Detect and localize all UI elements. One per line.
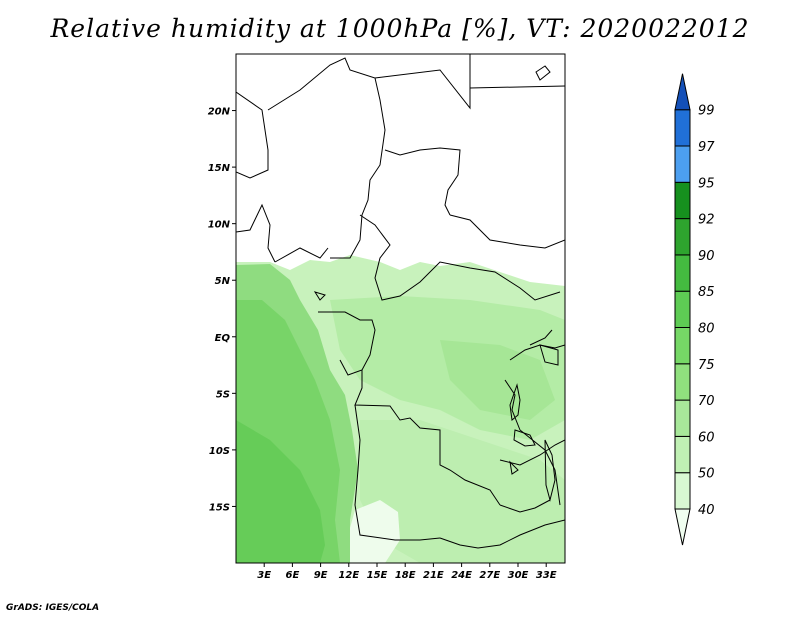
- lat-tick-label: 20N: [208, 107, 231, 118]
- humidity-field: [236, 54, 565, 563]
- colorbar: 40 50 60 70 75 80 85 90 92 95 97 99: [674, 73, 715, 546]
- footer-credit: GrADS: IGES/COLA: [6, 603, 100, 613]
- colorbar-label: 90: [698, 249, 715, 264]
- humidity-region-75-80: [440, 340, 555, 420]
- colorbar-label: 60: [698, 430, 715, 445]
- lon-tick-label: 9E: [314, 570, 328, 581]
- colorbar-segment: [674, 363, 691, 401]
- colorbar-label: 50: [698, 467, 715, 482]
- colorbar-segment: [674, 254, 691, 292]
- colorbar-label: 92: [698, 213, 715, 228]
- lat-tick-label: EQ: [215, 333, 231, 344]
- colorbar-segment: [674, 109, 691, 147]
- lat-tick-label: 15S: [209, 502, 230, 513]
- colorbar-label: 80: [698, 322, 715, 337]
- colorbar-label: 70: [698, 394, 715, 409]
- colorbar-label: 75: [698, 358, 715, 373]
- map-frame: [235, 53, 566, 564]
- lon-tick-label: 15E: [367, 570, 388, 581]
- lat-tick-label: 15N: [208, 163, 231, 174]
- dry-north-land: [236, 54, 565, 280]
- colorbar-label: 95: [698, 176, 715, 191]
- colorbar-segment: [674, 327, 691, 365]
- lon-tick-label: 3E: [257, 570, 271, 581]
- humidity-region-92-95: [236, 420, 325, 563]
- colorbar-lower-triangle: [674, 508, 691, 546]
- lon-tick-label: 18E: [395, 570, 416, 581]
- humidity-region-40-50: [348, 500, 400, 563]
- humidity-region-south: [360, 420, 565, 563]
- colorbar-segment: [674, 435, 691, 474]
- chart-title: Relative humidity at 1000hPa [%], VT: 20…: [50, 14, 750, 43]
- colorbar-label: 99: [698, 104, 715, 119]
- colorbar-segment: [674, 472, 691, 510]
- lon-tick-label: 12E: [338, 570, 359, 581]
- colorbar-label: 85: [698, 285, 715, 300]
- colorbar-upper-triangle: [674, 73, 691, 111]
- lon-tick-label: 27E: [479, 570, 500, 581]
- lat-tick-label: 5S: [216, 389, 230, 400]
- lat-tick-label: 5N: [215, 276, 231, 287]
- colorbar-segment: [674, 181, 691, 220]
- colorbar-label: 97: [698, 140, 715, 155]
- latitude-axis: 20N 15N 10N 5N EQ 5S 10S 15S: [208, 107, 236, 513]
- colorbar-segment: [674, 145, 691, 183]
- lakes: [313, 65, 559, 502]
- longitude-axis: 3E 6E 9E 12E 15E 18E 21E 24E 27E 30E 33E: [257, 563, 557, 581]
- colorbar-label: 40: [698, 503, 715, 518]
- colorbar-segment: [674, 399, 691, 437]
- lat-tick-label: 10S: [209, 446, 230, 457]
- lat-tick-label: 10N: [208, 220, 231, 231]
- lon-tick-label: 6E: [286, 570, 300, 581]
- colorbar-segment: [674, 218, 691, 256]
- lon-tick-label: 33E: [536, 570, 557, 581]
- lon-tick-label: 30E: [508, 570, 529, 581]
- lon-tick-label: 24E: [451, 570, 472, 581]
- lon-tick-label: 21E: [423, 570, 444, 581]
- colorbar-segment: [674, 290, 691, 329]
